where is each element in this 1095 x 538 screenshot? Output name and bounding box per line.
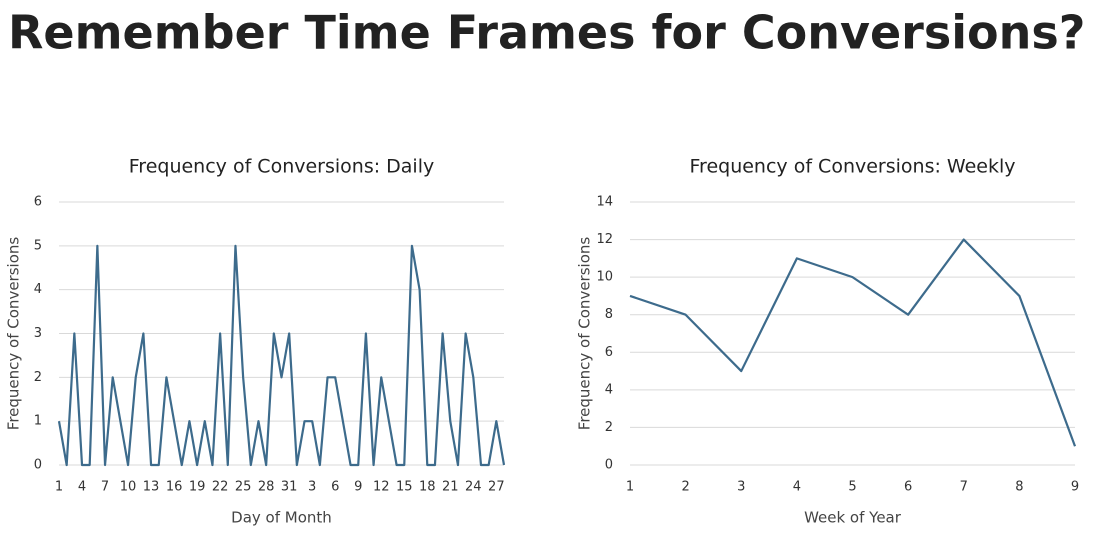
x-tick-label: 9 [1071,480,1079,495]
y-tick-label: 2 [605,420,613,435]
x-tick-label: 8 [1015,480,1023,495]
line [629,238,1077,447]
y-tick-label: 14 [596,195,613,210]
y-tick-label: 12 [596,232,613,247]
x-tick-label: 15 [396,480,413,495]
y-tick-label: 2 [34,370,42,385]
chart-title: Frequency of Conversions: Daily [129,156,434,178]
x-axis-label: Day of Month [231,509,332,527]
x-tick-label: 25 [235,480,252,495]
x-tick-label: 2 [681,480,689,495]
x-tick-label: 3 [308,480,316,495]
x-tick-label: 31 [281,480,298,495]
y-tick-label: 5 [34,238,42,253]
x-tick-label: 13 [143,480,160,495]
y-tick-label: 0 [605,458,613,473]
y-tick-label: 0 [34,458,42,473]
x-tick-label: 18 [419,480,436,495]
slide-title: Remember Time Frames for Conversions? [8,6,1085,60]
x-tick-label: 4 [793,480,801,495]
x-tick-label: 24 [465,480,482,495]
x-tick-label: 12 [373,480,390,495]
x-tick-label: 1 [55,480,63,495]
y-tick-label: 10 [596,270,613,285]
x-tick-label: 9 [354,480,362,495]
x-tick-label: 1 [626,480,634,495]
x-tick-label: 21 [442,480,459,495]
x-tick-label: 5 [848,480,856,495]
x-tick-label: 6 [904,480,912,495]
x-tick-label: 22 [212,480,229,495]
x-axis-label: Week of Year [804,509,902,527]
y-tick-label: 1 [34,414,42,429]
y-tick-label: 4 [34,282,42,297]
x-tick-label: 27 [488,480,505,495]
x-tick-label: 7 [960,480,968,495]
x-tick-label: 10 [120,480,137,495]
x-tick-label: 3 [737,480,745,495]
line [57,244,506,467]
x-tick-label: 4 [78,480,86,495]
y-tick-label: 8 [605,307,613,322]
x-tick-label: 28 [258,480,275,495]
y-tick-label: 3 [34,326,42,341]
y-axis-label: Frequency of Conversions [5,237,23,431]
chart-title: Frequency of Conversions: Weekly [690,156,1016,178]
x-tick-label: 7 [101,480,109,495]
y-tick-label: 4 [605,382,613,397]
x-tick-label: 6 [331,480,339,495]
x-tick-label: 19 [189,480,206,495]
y-axis-label: Frequency of Conversions [576,237,594,431]
y-tick-label: 6 [34,195,42,210]
y-tick-label: 6 [605,345,613,360]
x-tick-label: 16 [166,480,183,495]
